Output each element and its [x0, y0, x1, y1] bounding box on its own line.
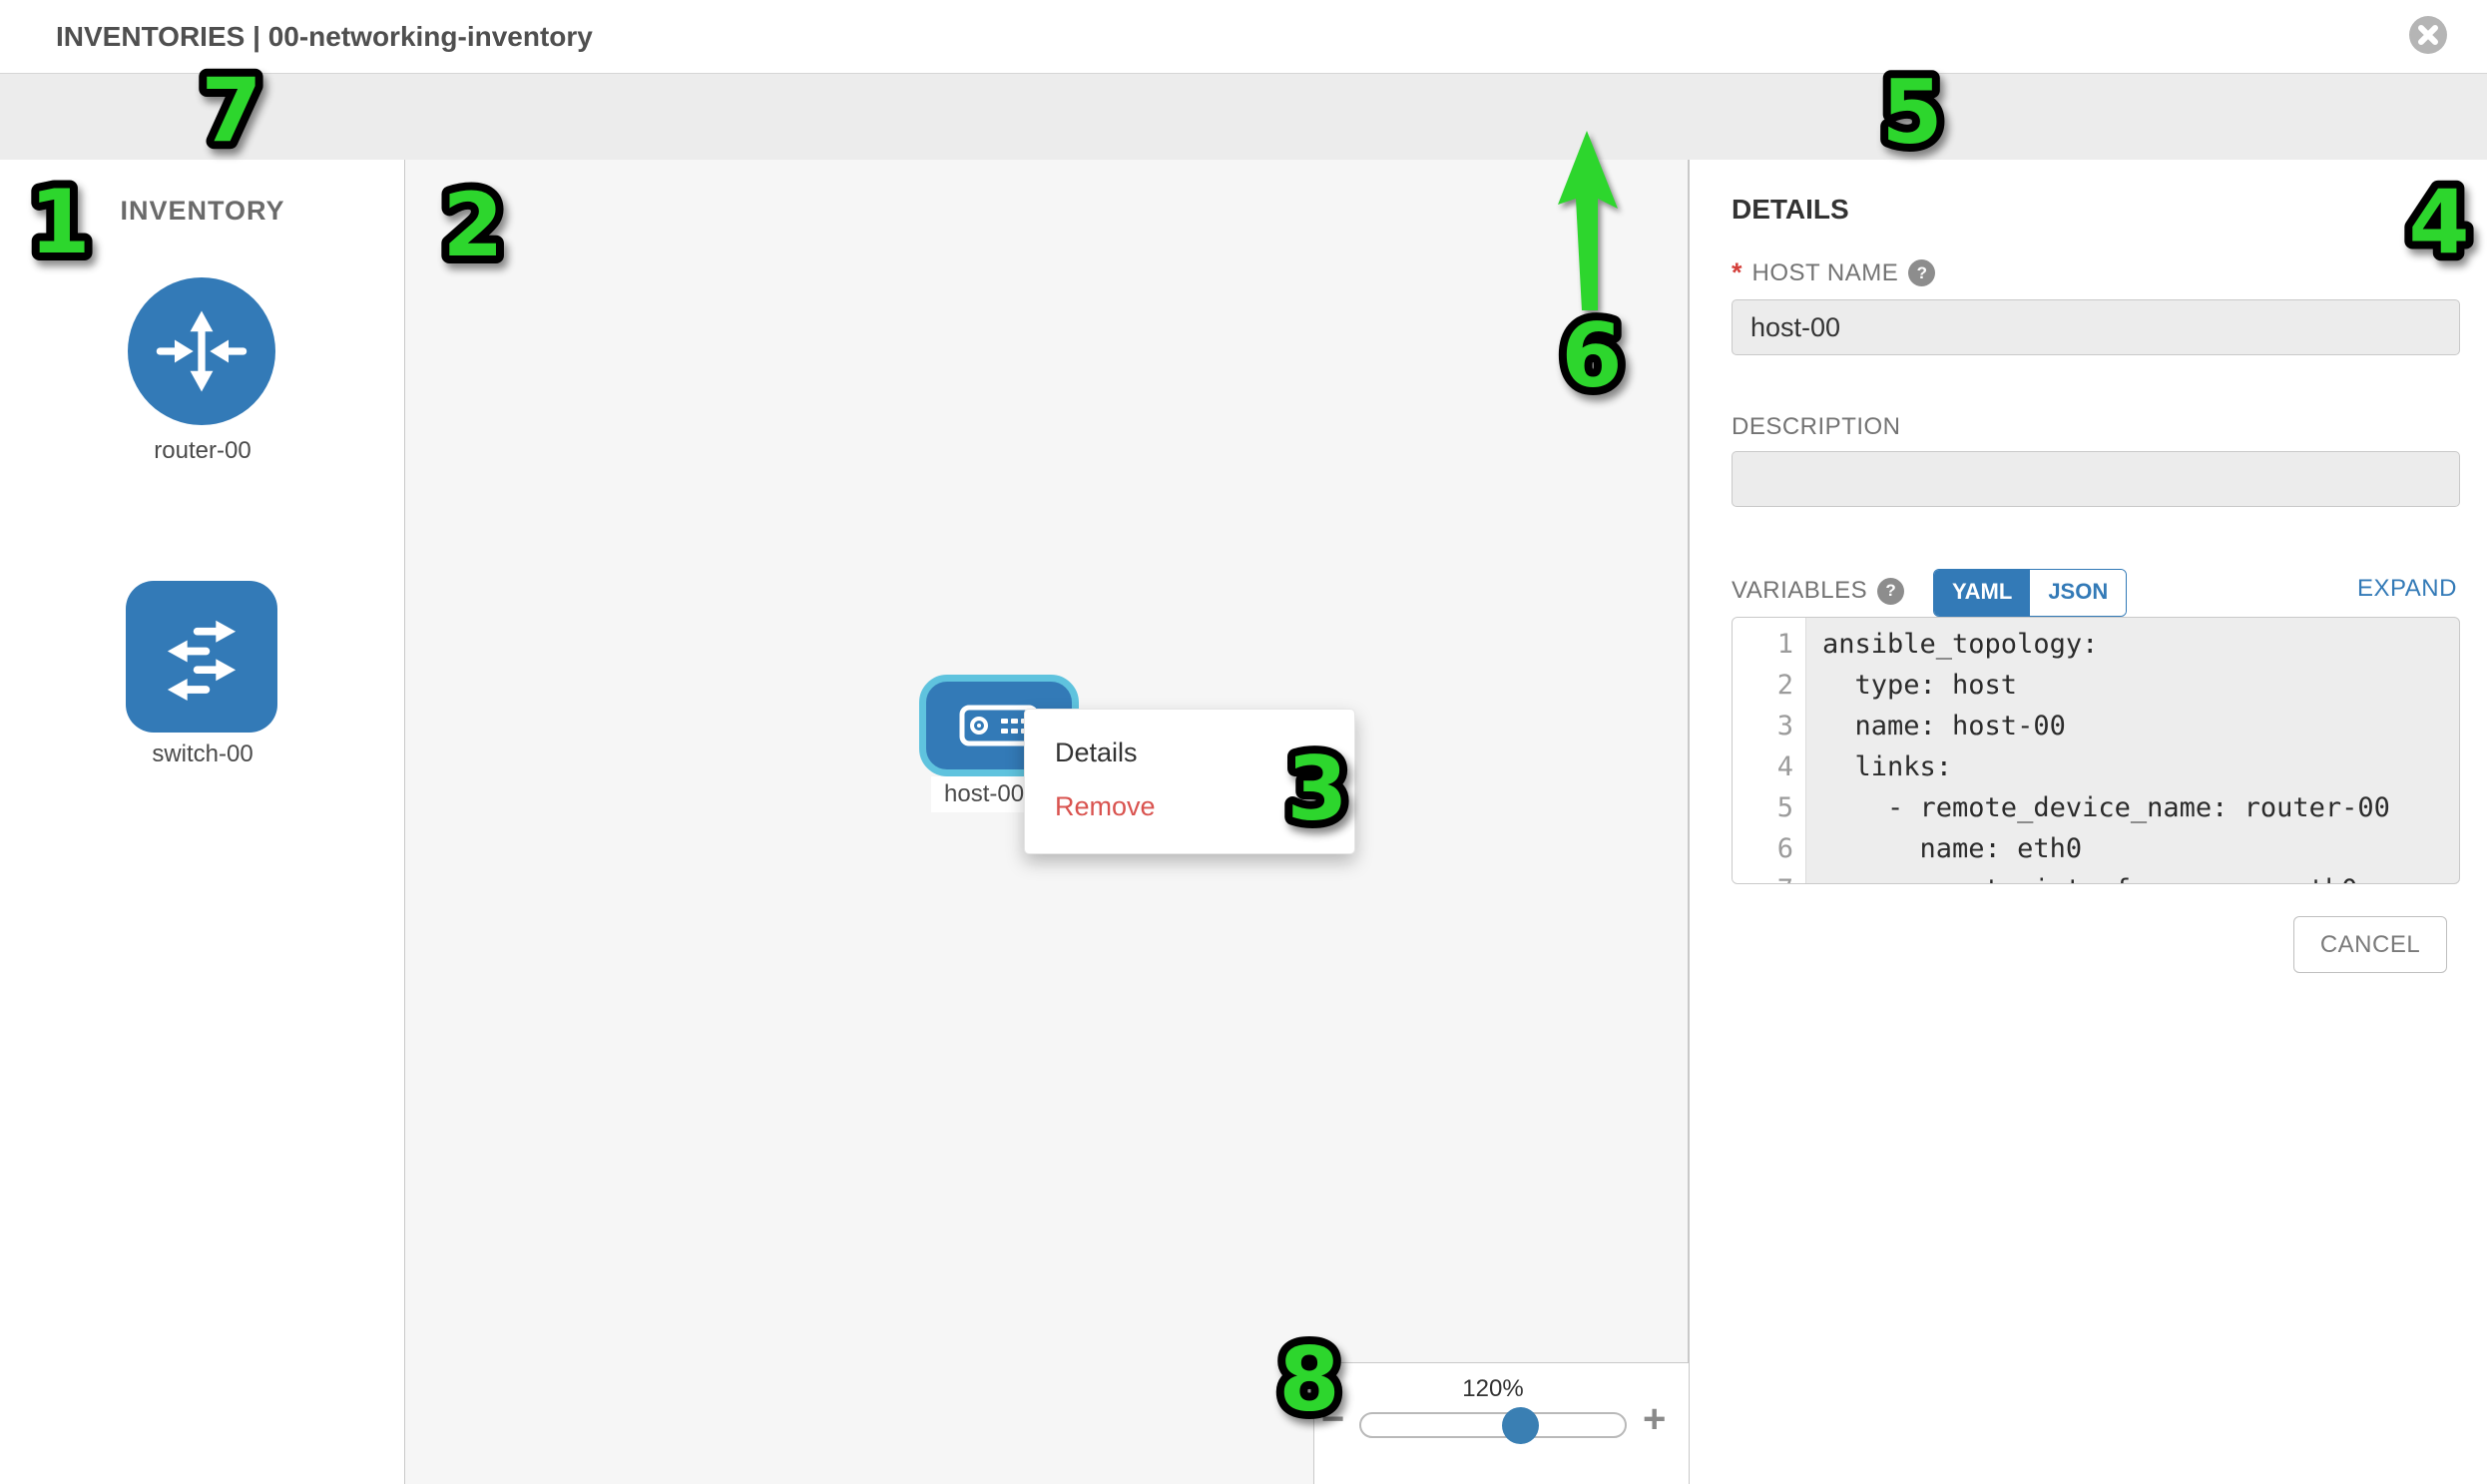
code-line: name: host-00	[1822, 711, 2066, 742]
expand-link[interactable]: EXPAND	[2357, 575, 2457, 602]
code-line: links:	[1822, 751, 1953, 782]
line-number: 7	[1733, 869, 1805, 883]
zoom-out-button[interactable]: −	[1321, 1397, 1345, 1441]
variables-label-row: VARIABLES ?	[1732, 577, 1905, 605]
code-line: name: eth0	[1822, 833, 2083, 864]
zoom-level-value: 120%	[1462, 1375, 1524, 1402]
toolbar: ACTIONS SEARCH	[0, 74, 2487, 220]
line-number: 2	[1776, 670, 1793, 701]
host-name-label: HOST NAME	[1751, 258, 1899, 286]
zoom-slider-track[interactable]	[1359, 1412, 1627, 1438]
description-label-row: DESCRIPTION	[1732, 413, 1901, 441]
inventory-heading: INVENTORY	[120, 196, 285, 226]
host-name-input[interactable]	[1732, 299, 2460, 355]
switch-icon	[167, 620, 237, 701]
sidebar-item-router-label: router-00	[154, 437, 251, 464]
line-number: 4	[1776, 751, 1793, 782]
page-title: INVENTORIES | 00-networking-inventory	[56, 21, 593, 52]
host-name-label-row: * HOST NAME ?	[1732, 257, 1936, 288]
line-number: 6	[1776, 833, 1793, 864]
context-menu-item-details[interactable]: Details	[1055, 738, 1138, 767]
code-line: ansible_topology:	[1822, 629, 2099, 660]
help-icon[interactable]: ?	[1877, 577, 1905, 605]
close-button[interactable]	[2409, 16, 2447, 54]
variables-label: VARIABLES	[1732, 577, 1868, 604]
host-node-label: host-00	[931, 776, 1038, 812]
line-number: 1	[1776, 629, 1793, 660]
variables-editor[interactable]: 1 2 3 4 5 6 7 ansible_topology: type: ho…	[1732, 617, 2460, 884]
node-context-menu: Details Remove	[1024, 709, 1355, 854]
router-icon	[156, 310, 248, 392]
help-icon[interactable]: ?	[1908, 259, 1936, 286]
sidebar-item-switch-label: switch-00	[152, 741, 253, 767]
required-asterisk: *	[1732, 257, 1742, 287]
context-menu-item-remove[interactable]: Remove	[1055, 791, 1156, 821]
editor-code[interactable]: ansible_topology: type: host name: host-…	[1806, 618, 2459, 883]
details-heading: DETAILS	[1732, 194, 1849, 225]
code-line: - remote_device_name: router-00	[1822, 792, 2390, 823]
line-number: 5	[1776, 792, 1793, 823]
description-label: DESCRIPTION	[1732, 413, 1901, 440]
code-line: remote_interface_name: eth0	[1822, 869, 2459, 883]
zoom-in-button[interactable]: +	[1643, 1397, 1667, 1441]
zoom-slider-thumb[interactable]	[1502, 1407, 1539, 1444]
header-bar: INVENTORIES | 00-networking-inventory	[0, 0, 2487, 74]
tab-yaml[interactable]: YAML	[1934, 570, 2031, 616]
close-icon	[2418, 25, 2438, 45]
editor-gutter: 1 2 3 4 5 6 7	[1733, 618, 1806, 883]
variables-format-toggle: YAML JSON	[1933, 569, 2128, 617]
cancel-button[interactable]: CANCEL	[2293, 916, 2447, 973]
line-number: 3	[1776, 711, 1793, 742]
tab-json[interactable]: JSON	[2030, 570, 2127, 616]
code-line: type: host	[1822, 670, 2018, 701]
description-input[interactable]	[1732, 451, 2460, 507]
sidebar-item-router[interactable]	[128, 277, 275, 425]
sidebar-item-switch[interactable]	[126, 581, 277, 733]
